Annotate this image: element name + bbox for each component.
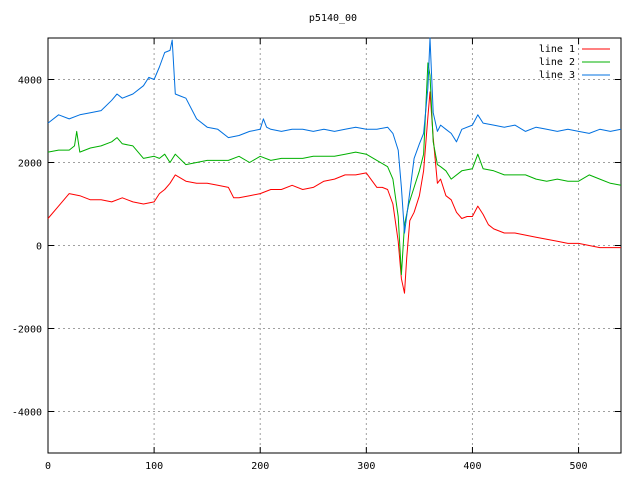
y-tick-label: 0 xyxy=(36,242,42,253)
x-tick-label: 200 xyxy=(251,461,269,472)
legend-label-1: line 1 xyxy=(539,44,575,55)
x-tick-label: 400 xyxy=(463,461,481,472)
y-tick-label: -2000 xyxy=(12,325,42,336)
legend: line 1 line 2 line 3 xyxy=(539,44,610,81)
x-tick-label: 300 xyxy=(357,461,375,472)
y-tick-label: 2000 xyxy=(18,159,42,170)
y-tick-label: -4000 xyxy=(12,408,42,419)
x-tick-label: 0 xyxy=(45,461,51,472)
series-line-3 xyxy=(47,37,622,234)
x-tick-label: 500 xyxy=(570,461,588,472)
legend-label-2: line 2 xyxy=(539,57,575,68)
x-tick-label: 100 xyxy=(145,461,163,472)
grid-lines xyxy=(48,38,621,453)
y-tick-label: 4000 xyxy=(18,76,42,87)
legend-label-3: line 3 xyxy=(539,70,575,81)
axis-ticks: 0 100 200 300 400 500 -4000 -2000 0 2000 4000 xyxy=(12,38,621,472)
chart-title: p5140_00 xyxy=(309,13,357,24)
series-lines xyxy=(47,37,622,294)
series-line-2 xyxy=(47,62,622,276)
series-line-1 xyxy=(47,91,621,294)
